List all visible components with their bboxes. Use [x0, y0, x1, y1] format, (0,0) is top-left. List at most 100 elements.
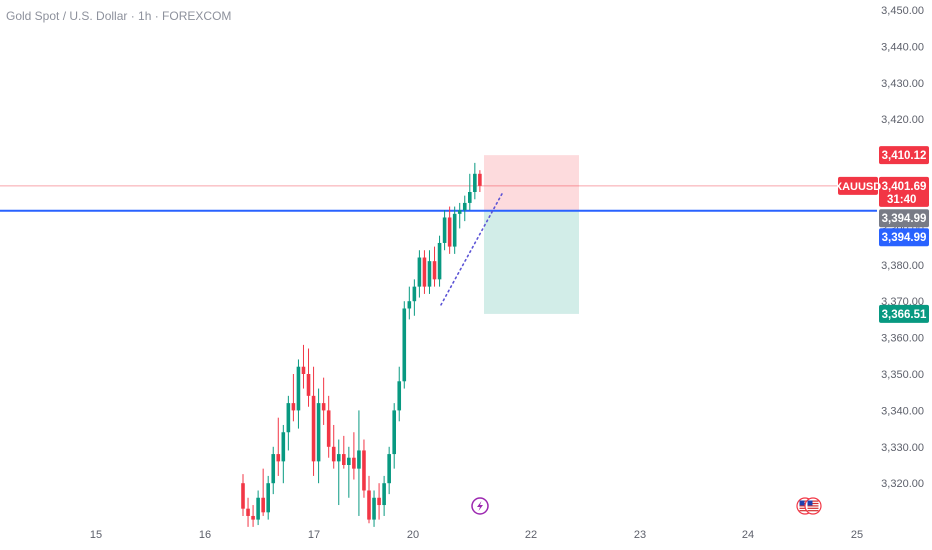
- candle: [397, 366, 402, 422]
- candle: [321, 377, 326, 425]
- candle-body: [352, 457, 356, 469]
- candle-body: [321, 403, 326, 411]
- candle: [392, 403, 396, 469]
- current-price-tag: [879, 176, 929, 207]
- candle-body: [422, 257, 427, 287]
- candle-body: [412, 286, 417, 302]
- x-tick-label: 20: [407, 529, 419, 541]
- flag-stripe: [807, 510, 819, 512]
- candle-body: [246, 508, 250, 516]
- symbol-tag-text: XAUUSD: [835, 181, 882, 193]
- candle: [367, 475, 371, 524]
- candle: [291, 374, 296, 422]
- candle: [452, 206, 457, 254]
- candle: [407, 286, 412, 320]
- candle-body: [241, 483, 245, 509]
- target-zone: [484, 210, 579, 314]
- candle-body: [286, 403, 291, 433]
- candle-body: [326, 410, 331, 447]
- event-icons[interactable]: [471, 497, 822, 515]
- candle: [382, 475, 386, 516]
- flag-canton: [799, 500, 805, 506]
- candle-body: [452, 213, 457, 247]
- symbol-tag: [838, 176, 878, 195]
- candle-body: [387, 454, 391, 484]
- candle-body: [296, 366, 301, 411]
- y-tick-label: 3,320.00: [881, 478, 924, 490]
- candle: [306, 348, 311, 407]
- target-price-tag-text: 3,410.12: [882, 150, 927, 162]
- candle: [316, 388, 321, 484]
- stop-zone: [484, 155, 579, 211]
- candle: [377, 483, 381, 520]
- candle-body: [457, 210, 462, 214]
- candle: [271, 446, 276, 495]
- candle-body: [251, 515, 255, 520]
- trend-line[interactable]: [440, 191, 504, 306]
- level-blue-tag-text: 3,394.99: [882, 232, 927, 244]
- candle: [336, 439, 341, 506]
- x-tick-label: 16: [199, 529, 211, 541]
- candle-body: [442, 217, 447, 243]
- time-axis[interactable]: 15 16 17 20 22 23 24 25: [90, 529, 863, 541]
- candle: [326, 395, 331, 458]
- candle-body: [301, 366, 306, 374]
- candle-body: [336, 454, 341, 462]
- flag-stripe: [799, 510, 811, 512]
- candle-body: [347, 457, 351, 465]
- candle-body: [382, 483, 386, 506]
- candle: [412, 279, 417, 316]
- stop-price-tag: [879, 304, 929, 323]
- dotted-trend-line[interactable]: [440, 191, 504, 306]
- candle: [281, 424, 286, 484]
- candle: [251, 505, 255, 527]
- candle: [432, 246, 437, 287]
- x-tick-label: 22: [525, 529, 537, 541]
- current-price-tag-text: 3,401.69: [882, 181, 927, 193]
- level-grey-tag: [879, 209, 929, 228]
- candle: [417, 250, 422, 298]
- y-tick-label: 3,360.00: [881, 333, 924, 345]
- candle: [261, 468, 265, 516]
- candle-body: [342, 454, 346, 465]
- candle-body: [276, 454, 281, 462]
- candle-body: [362, 450, 366, 491]
- flag-stripe: [807, 502, 819, 505]
- position-tool[interactable]: [484, 155, 579, 314]
- y-tick-label: 3,340.00: [881, 405, 924, 417]
- candle-body: [372, 497, 376, 520]
- us-flag-icon[interactable]: [796, 497, 822, 515]
- candle: [301, 344, 306, 389]
- candle: [352, 432, 356, 480]
- y-tick-label: 3,330.00: [881, 442, 924, 454]
- candle-body: [377, 497, 381, 506]
- us-flag-badge: [804, 497, 822, 515]
- candles: [241, 162, 482, 527]
- candle-body: [357, 450, 361, 469]
- candle-body: [468, 192, 472, 203]
- candle: [357, 410, 361, 516]
- candle: [362, 439, 366, 498]
- candle-body: [261, 497, 265, 513]
- candle-body: [281, 432, 286, 462]
- candle: [266, 475, 270, 520]
- candle: [347, 446, 351, 498]
- candle-body: [256, 497, 260, 520]
- flag-stripe: [807, 500, 819, 502]
- y-tick-label: 3,420.00: [881, 114, 924, 126]
- price-lines: [0, 185, 877, 212]
- candle-body: [427, 261, 432, 287]
- candle: [478, 170, 482, 192]
- candle: [372, 490, 376, 527]
- flag-stripe: [807, 505, 819, 507]
- candle-body: [266, 483, 270, 513]
- candle: [387, 446, 391, 495]
- candle: [246, 497, 250, 527]
- candle: [256, 490, 260, 526]
- target-price-tag: [879, 146, 929, 165]
- candle: [462, 195, 467, 222]
- lightning-icon[interactable]: [471, 497, 489, 515]
- y-tick-label: 3,440.00: [881, 41, 924, 53]
